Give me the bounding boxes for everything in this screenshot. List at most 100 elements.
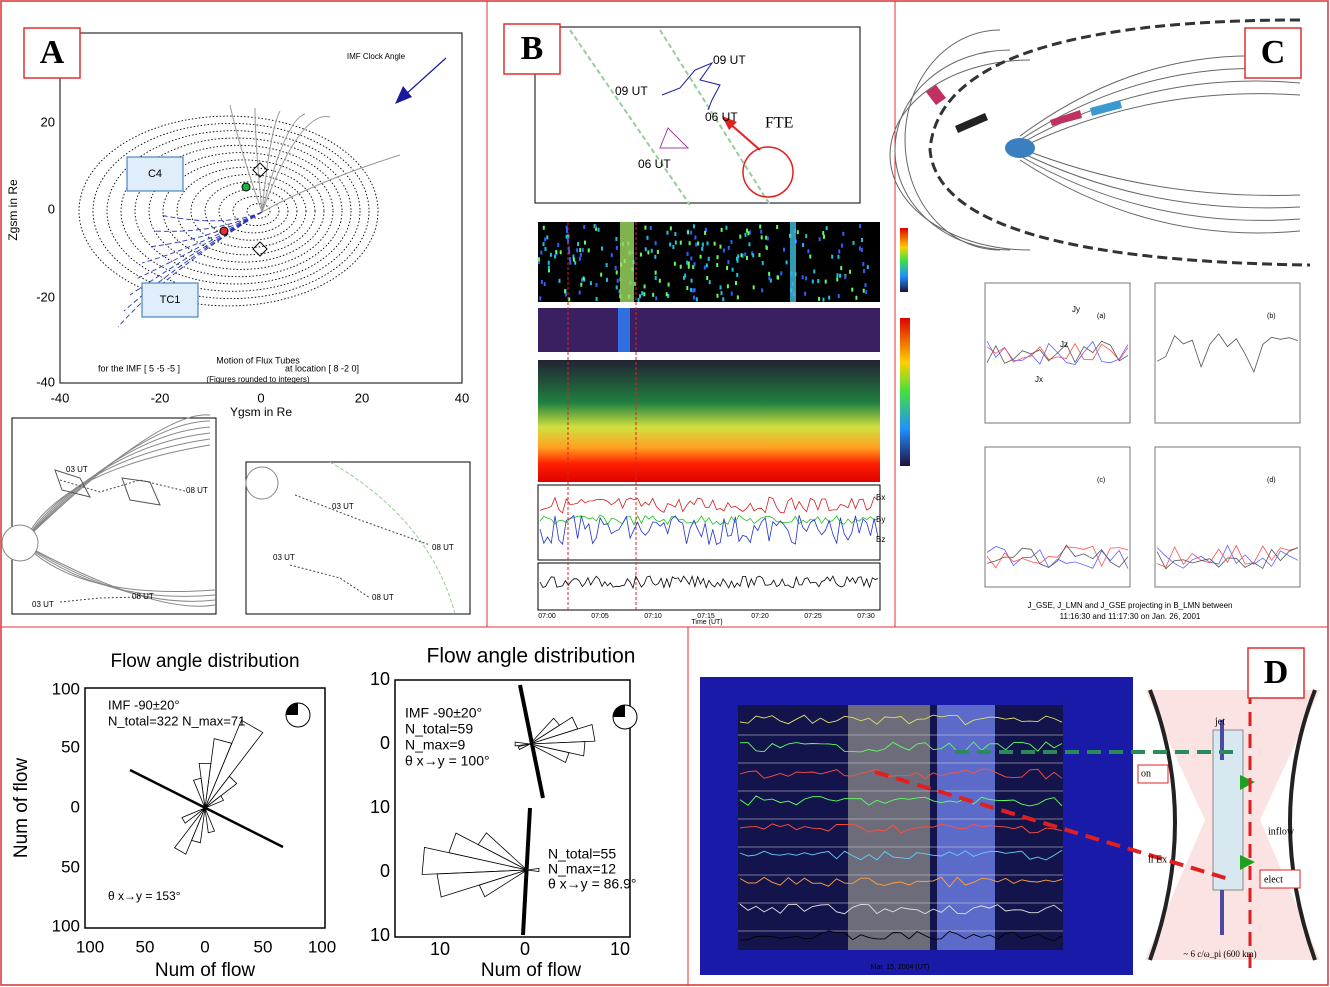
pixel [583, 225, 585, 229]
text: 40 [455, 390, 469, 405]
text: inflow [1268, 826, 1295, 837]
text: 0 [380, 733, 390, 753]
pixel [582, 248, 584, 252]
text: 03 UT [332, 502, 354, 511]
pixel [579, 291, 581, 295]
text: 08 UT [432, 543, 454, 552]
pixel [693, 296, 695, 300]
spectrogram [538, 308, 880, 352]
text: By [876, 515, 885, 524]
text: 09 UT [713, 53, 746, 67]
pixel [767, 236, 769, 240]
pixel [797, 230, 799, 234]
pixel [839, 274, 841, 278]
pixel [737, 259, 739, 263]
pixel [802, 243, 804, 247]
pixel [694, 262, 696, 266]
pixel [638, 298, 640, 302]
field-line [1020, 56, 1300, 233]
spacecraft [242, 183, 250, 191]
pixel [588, 248, 590, 252]
text: 07:10 [644, 613, 662, 620]
text: 10 [370, 669, 390, 689]
field-line [262, 114, 305, 212]
pixel [680, 241, 682, 245]
pixel [596, 297, 598, 301]
pixel [802, 275, 804, 279]
pixel [595, 224, 597, 228]
burst [618, 308, 630, 352]
text: 10 [370, 925, 390, 945]
pixel [818, 297, 820, 301]
contour [177, 167, 315, 255]
text: N_max=12 [548, 861, 616, 877]
text: 0 [48, 201, 55, 216]
pixel [714, 242, 716, 246]
pixel [694, 288, 696, 292]
text: 50 [136, 937, 155, 956]
text: Num of flow [481, 960, 582, 981]
pixel [686, 261, 688, 265]
text: Bz [876, 535, 885, 544]
text: 08 UT [186, 486, 208, 495]
pixel [674, 232, 676, 236]
pixel [720, 285, 722, 289]
marker [253, 242, 267, 256]
pixel [842, 232, 844, 236]
panel-frame [538, 563, 880, 610]
pixel [768, 272, 770, 276]
pixel [853, 241, 855, 245]
pixel [579, 248, 581, 252]
pixel [723, 248, 725, 252]
text: Zgsm in Re [6, 179, 20, 241]
pixel [706, 276, 708, 280]
pixel [687, 252, 689, 256]
pixel [584, 241, 586, 245]
pixel [707, 241, 709, 245]
subplot [1155, 447, 1300, 587]
pixel [863, 289, 865, 293]
pixel [867, 265, 869, 269]
text: θ x→y = 100° [405, 753, 490, 769]
pixel [822, 231, 824, 235]
burst [620, 222, 634, 302]
pixel [690, 257, 692, 261]
pixel [768, 276, 770, 280]
pixel [666, 231, 668, 235]
pixel [849, 270, 851, 274]
pixel [786, 260, 788, 264]
panel-label: D [1264, 654, 1289, 691]
text: 06 UT [705, 110, 738, 124]
text: -40 [51, 390, 70, 405]
text: at location [ 8 -2 0] [285, 363, 359, 373]
pixel [568, 297, 570, 301]
pixel [691, 279, 693, 283]
pixel [753, 285, 755, 289]
pixel [651, 249, 653, 253]
text: 07:30 [857, 613, 875, 620]
pixel [809, 254, 811, 258]
pixel [655, 296, 657, 300]
text: 0 [200, 937, 209, 956]
pixel [695, 243, 697, 247]
pixel [543, 242, 545, 246]
pixel [766, 246, 768, 250]
text: 0 [520, 939, 530, 959]
contour [233, 196, 279, 225]
burst [790, 222, 796, 302]
text: C4 [148, 168, 162, 180]
colorbar [900, 318, 910, 466]
text: TC1 [160, 294, 181, 306]
imf-arrowhead [395, 86, 412, 104]
pixel [731, 292, 733, 296]
pixel [672, 245, 674, 249]
page: {"panel_a": {"label": "A", "legend": "IM… [0, 0, 1330, 987]
text: 03 UT [66, 465, 88, 474]
subplot [985, 447, 1130, 587]
pixel [865, 283, 867, 287]
pixel [726, 266, 728, 270]
pixel [655, 271, 657, 275]
pixel [558, 279, 560, 283]
pixel [689, 241, 691, 245]
pixel [600, 273, 602, 277]
